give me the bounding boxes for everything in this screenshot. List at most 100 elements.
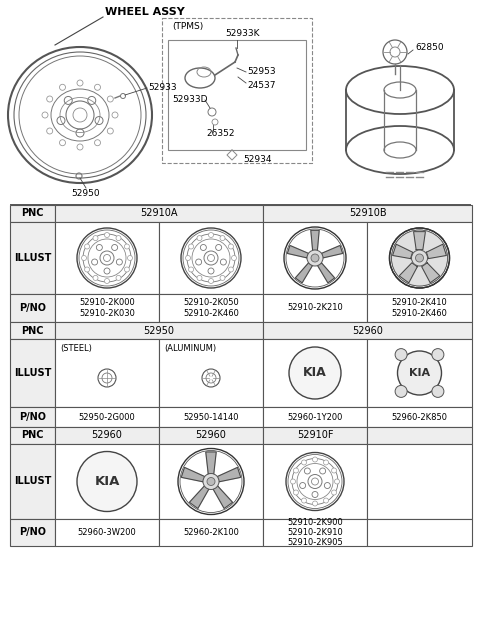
Bar (263, 407, 367, 427)
Text: 52933: 52933 (148, 83, 177, 92)
Circle shape (203, 473, 219, 490)
Text: 52960-2K850: 52960-2K850 (392, 413, 447, 422)
Bar (159, 444, 263, 519)
Bar (367, 427, 472, 444)
Polygon shape (217, 468, 240, 482)
Text: 52934: 52934 (243, 155, 272, 164)
Text: ILLUST: ILLUST (14, 477, 51, 487)
Circle shape (189, 244, 193, 249)
Bar (367, 339, 472, 407)
Circle shape (128, 255, 132, 260)
Circle shape (395, 349, 407, 361)
Circle shape (312, 492, 318, 497)
Bar (367, 222, 472, 294)
Bar (263, 427, 367, 444)
Polygon shape (322, 245, 343, 258)
Text: KIA: KIA (303, 367, 327, 379)
Circle shape (312, 457, 317, 462)
Circle shape (293, 468, 299, 473)
Text: ILLUST: ILLUST (14, 368, 51, 378)
Bar (10, 339, 55, 407)
Bar (263, 339, 367, 407)
Bar (367, 444, 472, 519)
Text: 52960-2K100: 52960-2K100 (183, 528, 239, 537)
Circle shape (105, 233, 109, 238)
Circle shape (300, 482, 306, 489)
Bar (10, 205, 55, 222)
Circle shape (124, 244, 130, 249)
Text: 52910A: 52910A (140, 209, 178, 219)
Circle shape (84, 267, 90, 272)
Bar (263, 519, 367, 546)
Polygon shape (393, 244, 413, 258)
Circle shape (220, 236, 225, 241)
Bar (10, 407, 55, 427)
Text: 52933K: 52933K (225, 30, 260, 39)
Circle shape (200, 245, 206, 250)
Bar (367, 519, 472, 546)
Text: 52910-2K410
52910-2K460: 52910-2K410 52910-2K460 (392, 298, 447, 318)
Circle shape (93, 276, 98, 281)
Bar (55, 519, 159, 546)
Bar (159, 339, 263, 407)
Text: 52960-3W200: 52960-3W200 (78, 528, 136, 537)
Circle shape (116, 276, 121, 281)
Bar (10, 222, 55, 294)
Text: (STEEL): (STEEL) (60, 344, 92, 353)
Bar (159, 407, 263, 427)
Circle shape (84, 244, 90, 249)
Bar (168, 40, 306, 150)
Polygon shape (414, 232, 425, 250)
Bar (55, 444, 159, 519)
Bar (55, 339, 159, 407)
Text: 52960-1Y200: 52960-1Y200 (288, 413, 343, 422)
Polygon shape (318, 263, 335, 283)
Polygon shape (190, 486, 209, 509)
Text: 62850: 62850 (415, 44, 444, 52)
Circle shape (411, 250, 428, 266)
Circle shape (332, 490, 336, 495)
Circle shape (116, 259, 122, 265)
Polygon shape (295, 263, 312, 283)
Text: 52950-14140: 52950-14140 (183, 413, 239, 422)
Circle shape (197, 236, 202, 241)
Text: 26352: 26352 (206, 128, 235, 138)
Text: 52950: 52950 (144, 325, 175, 336)
Text: 52950: 52950 (72, 188, 100, 197)
Bar (263, 444, 367, 519)
Text: PNC: PNC (21, 430, 44, 441)
Circle shape (432, 386, 444, 398)
Circle shape (104, 268, 110, 274)
Polygon shape (288, 245, 309, 258)
Polygon shape (206, 452, 216, 474)
Bar (10, 444, 55, 519)
Circle shape (124, 267, 130, 272)
Bar (55, 427, 159, 444)
Text: (TPMS): (TPMS) (172, 21, 203, 30)
Circle shape (432, 349, 444, 361)
Text: 52950-2G000: 52950-2G000 (79, 413, 135, 422)
Circle shape (307, 250, 323, 266)
Bar (55, 407, 159, 427)
Text: 52910F: 52910F (297, 430, 333, 441)
Circle shape (92, 259, 97, 265)
Circle shape (82, 255, 86, 260)
Bar (159, 294, 263, 322)
Text: 52960: 52960 (92, 430, 122, 441)
Circle shape (289, 347, 341, 399)
Bar (10, 427, 55, 444)
Circle shape (77, 451, 137, 511)
Text: P/NO: P/NO (19, 303, 46, 313)
Circle shape (228, 244, 233, 249)
Text: PNC: PNC (21, 325, 44, 336)
Bar (263, 322, 472, 339)
Bar (10, 519, 55, 546)
Circle shape (312, 501, 317, 506)
Text: P/NO: P/NO (19, 528, 46, 537)
Text: ILLUST: ILLUST (14, 253, 51, 263)
Bar (159, 427, 263, 444)
Bar (367, 294, 472, 322)
Circle shape (301, 460, 307, 465)
Circle shape (324, 460, 328, 465)
Bar (162, 18, 312, 163)
